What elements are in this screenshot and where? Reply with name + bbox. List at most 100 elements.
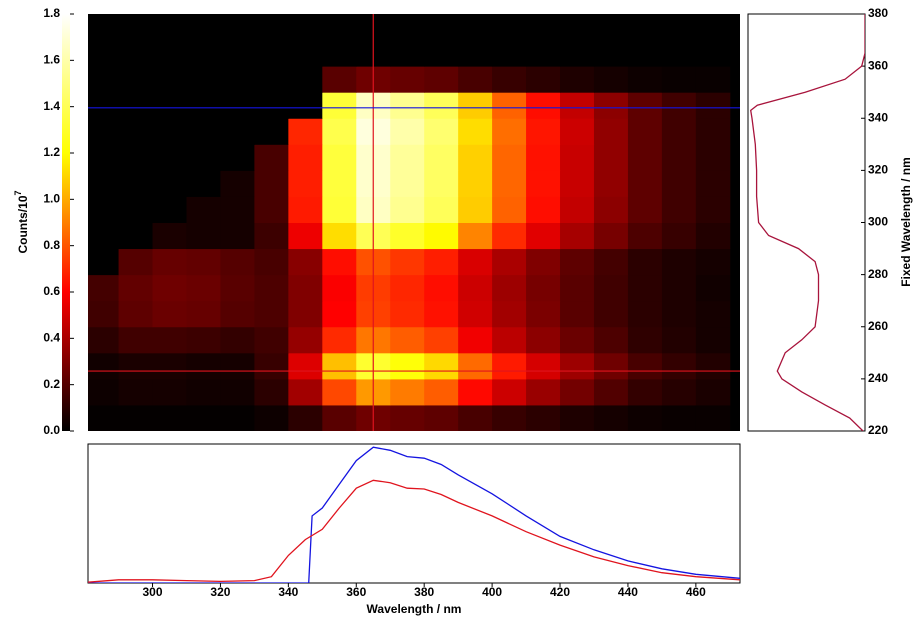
heatmap-cell xyxy=(88,274,120,302)
y-tick-label: 340 xyxy=(868,110,888,124)
heatmap-cell xyxy=(220,170,255,197)
colorbar-tick-label: 0.4 xyxy=(43,331,60,345)
heatmap-cell xyxy=(526,170,561,197)
heatmap-cell xyxy=(322,352,357,380)
heatmap-cell xyxy=(526,92,561,119)
heatmap-cell xyxy=(322,274,357,302)
heatmap-cell xyxy=(254,144,289,171)
heatmap-cell xyxy=(526,248,561,276)
colorbar-tick-label: 1.6 xyxy=(43,53,60,67)
y-tick-label: 360 xyxy=(868,58,888,72)
heatmap-cell xyxy=(88,170,120,197)
heatmap-cell xyxy=(186,66,221,93)
heatmap-cell xyxy=(560,196,595,223)
heatmap-cell xyxy=(593,300,629,328)
heatmap-cell xyxy=(593,352,629,380)
heatmap-cell xyxy=(254,378,289,406)
heatmap-cell xyxy=(661,352,697,380)
heatmap-cell xyxy=(492,404,527,431)
heatmap-cell xyxy=(695,248,731,276)
heatmap-cell xyxy=(254,274,289,302)
heatmap-cell xyxy=(152,222,187,250)
heatmap-cell xyxy=(288,222,323,250)
heatmap-cell xyxy=(627,66,663,93)
heatmap-cell xyxy=(526,144,561,171)
heatmap-cell xyxy=(322,144,357,171)
heatmap-cell xyxy=(390,222,425,250)
heatmap-cell xyxy=(220,248,255,276)
heatmap-cell xyxy=(526,222,561,250)
heatmap-cell xyxy=(152,404,187,431)
heatmap-cell xyxy=(526,378,561,406)
heatmap-cell xyxy=(322,92,357,119)
heatmap-cell xyxy=(118,326,154,354)
heatmap-cell xyxy=(695,300,731,328)
heatmap-cell xyxy=(492,248,527,276)
heatmap-cell xyxy=(695,40,731,67)
heatmap-cell xyxy=(492,326,527,354)
heatmap-cell xyxy=(593,274,629,302)
heatmap-cell xyxy=(695,14,731,41)
colorbar-tick-label: 0.6 xyxy=(43,284,60,298)
colorbar-tick-label: 0.8 xyxy=(43,238,60,252)
heatmap-cell xyxy=(220,66,255,93)
heatmap-cell xyxy=(661,66,697,93)
heatmap-cell xyxy=(322,248,357,276)
heatmap-cell xyxy=(627,274,663,302)
heatmap-cell xyxy=(560,40,595,67)
heatmap-cell xyxy=(526,66,561,93)
heatmap-cell xyxy=(152,248,187,276)
heatmap-cell xyxy=(288,170,323,197)
heatmap-cell xyxy=(322,170,357,197)
heatmap-cell xyxy=(593,118,629,145)
heatmap-cell xyxy=(152,352,187,380)
heatmap-cell xyxy=(458,144,493,171)
colorbar-tick-label: 0.2 xyxy=(43,377,60,391)
heatmap-cell xyxy=(458,300,493,328)
heatmap-cell xyxy=(322,222,357,250)
heatmap-cell xyxy=(695,92,731,119)
heatmap-cells xyxy=(88,14,731,431)
heatmap-cell xyxy=(560,14,595,41)
heatmap-cell xyxy=(88,196,120,223)
colorbar-tick-label: 1.2 xyxy=(43,145,60,159)
heatmap-cell xyxy=(390,404,425,431)
heatmap-cell xyxy=(152,118,187,145)
heatmap-cell xyxy=(492,222,527,250)
heatmap-cell xyxy=(526,14,561,41)
heatmap-cell xyxy=(661,222,697,250)
heatmap-cell xyxy=(322,40,357,67)
heatmap-cell xyxy=(661,274,697,302)
heatmap-cell xyxy=(593,196,629,223)
heatmap-cell xyxy=(593,14,629,41)
heatmap-cell xyxy=(254,66,289,93)
heatmap-cell xyxy=(560,352,595,380)
heatmap-cell xyxy=(695,274,731,302)
heatmap-cell xyxy=(118,40,154,67)
heatmap-cell xyxy=(288,274,323,302)
heatmap-cell xyxy=(627,222,663,250)
heatmap-cell xyxy=(627,118,663,145)
heatmap-cell xyxy=(288,144,323,171)
heatmap-cell xyxy=(186,248,221,276)
heatmap-cell xyxy=(560,274,595,302)
heatmap-cell xyxy=(695,196,731,223)
heatmap-cell xyxy=(560,170,595,197)
x-tick-label: 440 xyxy=(618,585,638,599)
heatmap-cell xyxy=(390,248,425,276)
heatmap-cell xyxy=(186,144,221,171)
heatmap-cell xyxy=(661,14,697,41)
heatmap-cell xyxy=(661,118,697,145)
heatmap-cell xyxy=(458,196,493,223)
heatmap-cell xyxy=(186,326,221,354)
heatmap-cell xyxy=(254,170,289,197)
heatmap-cell xyxy=(152,300,187,328)
heatmap-cell xyxy=(627,352,663,380)
heatmap-cell xyxy=(254,300,289,328)
heatmap-cell xyxy=(390,170,425,197)
heatmap-cell xyxy=(288,66,323,93)
heatmap-cell xyxy=(695,66,731,93)
heatmap-cell xyxy=(492,92,527,119)
heatmap-cell xyxy=(220,40,255,67)
heatmap-cell xyxy=(560,248,595,276)
